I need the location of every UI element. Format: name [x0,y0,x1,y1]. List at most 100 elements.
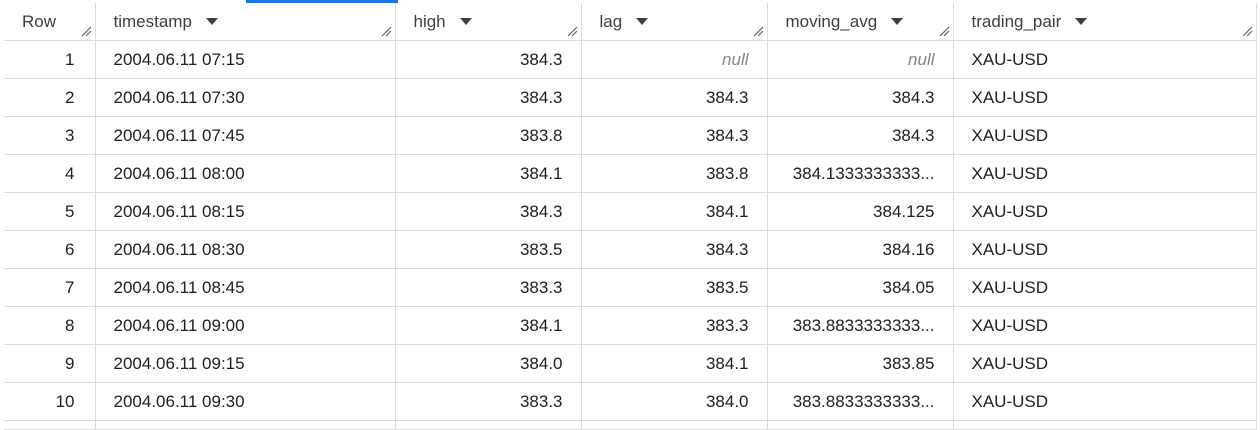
sort-menu-caret-icon[interactable] [205,18,218,25]
timestamp-cell[interactable]: 2004.06.11 08:15 [95,192,396,231]
empty-cell [581,420,768,430]
timestamp-cell[interactable]: 2004.06.11 07:15 [95,40,396,79]
row-number-cell[interactable]: 7 [4,268,96,307]
empty-cell [767,420,954,430]
empty-cell [953,420,1257,430]
table-row[interactable]: 10 2004.06.11 09:30 383.3 384.0 383.88333333… [4,382,1257,421]
moving-avg-cell[interactable]: 383.8833333333... [767,382,954,421]
high-cell[interactable]: 383.3 [395,268,582,307]
column-header-lag[interactable]: lag [581,3,768,41]
column-header-trading-pair[interactable]: trading_pair [953,3,1257,41]
table-row[interactable]: 9 2004.06.11 09:15 384.0 384.1 383.85 XAU-USD [4,344,1257,383]
lag-cell[interactable]: 384.1 [581,344,768,383]
timestamp-cell[interactable]: 2004.06.11 09:15 [95,344,396,383]
resize-handle-icon[interactable] [753,26,764,37]
table-row[interactable]: 2 2004.06.11 07:30 384.3 384.3 384.3 XAU-USD [4,78,1257,117]
table-row[interactable]: 1 2004.06.11 07:15 384.3 null null XAU-USD [4,40,1257,79]
trading-pair-cell[interactable]: XAU-USD [953,306,1257,345]
trading-pair-cell[interactable]: XAU-USD [953,382,1257,421]
resize-handle-icon[interactable] [567,26,578,37]
trading-pair-cell[interactable]: XAU-USD [953,116,1257,155]
timestamp-cell[interactable]: 2004.06.11 07:45 [95,116,396,155]
results-table: Row timestamp high lag moving_avg [4,3,1257,430]
row-number-cell[interactable]: 10 [4,382,96,421]
sort-menu-caret-icon[interactable] [636,18,649,25]
sort-menu-caret-icon[interactable] [1075,18,1088,25]
row-number-cell[interactable]: 5 [4,192,96,231]
timestamp-cell[interactable]: 2004.06.11 09:30 [95,382,396,421]
high-cell[interactable]: 384.3 [395,192,582,231]
lag-cell[interactable]: 384.1 [581,192,768,231]
lag-cell[interactable]: 383.3 [581,306,768,345]
high-cell[interactable]: 384.3 [395,40,582,79]
moving-avg-cell[interactable]: 384.3 [767,116,954,155]
lag-cell[interactable]: 383.5 [581,268,768,307]
sort-menu-caret-icon[interactable] [891,18,904,25]
table-row[interactable]: 6 2004.06.11 08:30 383.5 384.3 384.16 XAU-USD [4,230,1257,269]
row-number-cell[interactable]: 4 [4,154,96,193]
timestamp-cell[interactable]: 2004.06.11 07:30 [95,78,396,117]
trading-pair-cell[interactable]: XAU-USD [953,40,1257,79]
resize-handle-icon[interactable] [381,26,392,37]
table-row[interactable]: 4 2004.06.11 08:00 384.1 383.8 384.133333333… [4,154,1257,193]
timestamp-cell[interactable]: 2004.06.11 09:00 [95,306,396,345]
lag-cell[interactable]: 383.8 [581,154,768,193]
column-header-moving-avg[interactable]: moving_avg [767,3,954,41]
lag-cell[interactable]: 384.0 [581,382,768,421]
table-row-partial [4,420,1257,430]
moving-avg-cell[interactable]: 384.05 [767,268,954,307]
row-number-cell[interactable]: 6 [4,230,96,269]
empty-cell [4,420,96,430]
trading-pair-cell[interactable]: XAU-USD [953,78,1257,117]
high-cell[interactable]: 384.3 [395,78,582,117]
timestamp-cell[interactable]: 2004.06.11 08:30 [95,230,396,269]
moving-avg-cell[interactable]: 383.85 [767,344,954,383]
column-header-label: high [413,11,446,31]
column-header-label: trading_pair [971,11,1062,31]
timestamp-cell[interactable]: 2004.06.11 08:00 [95,154,396,193]
header-row: Row timestamp high lag moving_avg [4,3,1257,41]
sort-menu-caret-icon[interactable] [459,18,472,25]
column-header-timestamp[interactable]: timestamp [95,3,396,41]
trading-pair-cell[interactable]: XAU-USD [953,268,1257,307]
column-header-label: timestamp [113,11,192,31]
high-cell[interactable]: 383.5 [395,230,582,269]
moving-avg-cell[interactable]: 384.3 [767,78,954,117]
lag-cell[interactable]: 384.3 [581,230,768,269]
row-number-cell[interactable]: 3 [4,116,96,155]
lag-cell[interactable]: 384.3 [581,78,768,117]
high-cell[interactable]: 384.1 [395,306,582,345]
moving-avg-cell[interactable]: 384.125 [767,192,954,231]
row-number-cell[interactable]: 1 [4,40,96,79]
lag-cell[interactable]: null [581,40,768,79]
trading-pair-cell[interactable]: XAU-USD [953,344,1257,383]
trading-pair-cell[interactable]: XAU-USD [953,154,1257,193]
resize-handle-icon[interactable] [939,26,950,37]
high-cell[interactable]: 383.3 [395,382,582,421]
column-header-high[interactable]: high [395,3,582,41]
row-number-cell[interactable]: 9 [4,344,96,383]
trading-pair-cell[interactable]: XAU-USD [953,192,1257,231]
trading-pair-cell[interactable]: XAU-USD [953,230,1257,269]
table-row[interactable]: 3 2004.06.11 07:45 383.8 384.3 384.3 XAU-USD [4,116,1257,155]
table-row[interactable]: 7 2004.06.11 08:45 383.3 383.5 384.05 XAU-USD [4,268,1257,307]
lag-cell[interactable]: 384.3 [581,116,768,155]
selected-tab-indicator [246,0,398,3]
table-row[interactable]: 8 2004.06.11 09:00 384.1 383.3 383.883333333… [4,306,1257,345]
resize-handle-icon[interactable] [81,26,92,37]
empty-cell [395,420,582,430]
row-number-cell[interactable]: 2 [4,78,96,117]
table-row[interactable]: 5 2004.06.11 08:15 384.3 384.1 384.125 XAU-US… [4,192,1257,231]
moving-avg-cell[interactable]: 384.1333333333... [767,154,954,193]
column-header-label: moving_avg [785,11,878,31]
resize-handle-icon[interactable] [1242,26,1253,37]
high-cell[interactable]: 383.8 [395,116,582,155]
high-cell[interactable]: 384.1 [395,154,582,193]
moving-avg-cell[interactable]: 384.16 [767,230,954,269]
moving-avg-cell[interactable]: 383.8833333333... [767,306,954,345]
row-number-cell[interactable]: 8 [4,306,96,345]
moving-avg-cell[interactable]: null [767,40,954,79]
high-cell[interactable]: 384.0 [395,344,582,383]
timestamp-cell[interactable]: 2004.06.11 08:45 [95,268,396,307]
table-body: 1 2004.06.11 07:15 384.3 null null XAU-USD 2 20… [4,40,1257,430]
